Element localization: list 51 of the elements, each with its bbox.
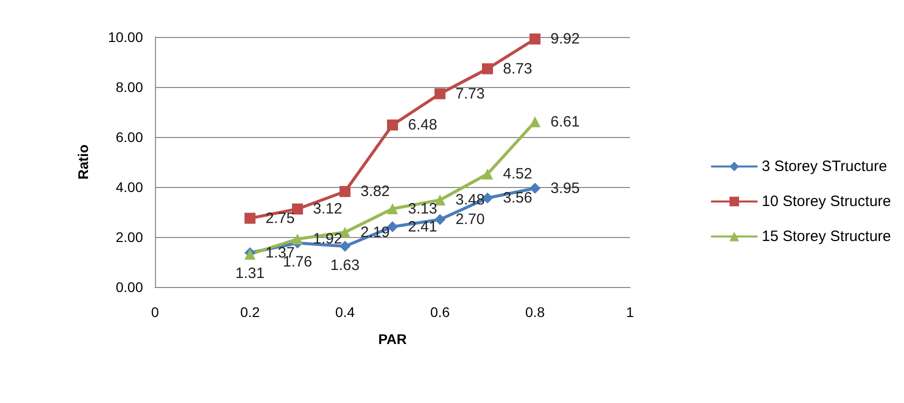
data-label: 6.48 [408, 116, 438, 134]
point [292, 234, 303, 244]
y-tick-label: 6.00 [116, 129, 144, 145]
data-label: 2.41 [408, 218, 438, 236]
point [292, 204, 303, 214]
x-tick-label: 1 [626, 304, 634, 320]
data-label: 4.52 [503, 166, 532, 182]
x-tick-label: 0.4 [335, 304, 355, 320]
data-label: 3.56 [503, 190, 532, 206]
point [482, 63, 493, 74]
x-tick-label: 0.6 [430, 304, 450, 320]
data-label: 3.95 [550, 180, 580, 197]
data-label: 2.70 [456, 211, 485, 228]
y-tick-label: 10.00 [108, 29, 144, 45]
y-tick-label: 0.00 [116, 279, 144, 295]
y-tick-label: 4.00 [116, 179, 144, 195]
x-tick-label: 0.8 [525, 304, 545, 320]
point [530, 34, 540, 44]
point [340, 240, 350, 252]
x-axis-title: PAR [378, 331, 407, 347]
point [434, 88, 446, 100]
data-label: 8.73 [503, 60, 532, 78]
legend-label: 3 Storey STructure [762, 158, 888, 175]
point [434, 214, 446, 225]
point [387, 221, 398, 232]
x-tick-label: 0.2 [240, 304, 260, 320]
data-label: 6.61 [550, 113, 580, 130]
point [530, 182, 540, 194]
legend-label: 10 Storey Structure [762, 193, 892, 210]
point [340, 226, 350, 238]
data-label: 1.63 [330, 256, 360, 274]
data-label: 3.13 [408, 200, 438, 218]
point [387, 120, 398, 130]
y-tick-label: 8.00 [116, 79, 144, 95]
legend-label: 15 Storey Structure [762, 228, 892, 245]
point [434, 194, 446, 206]
data-label: 9.92 [550, 30, 580, 48]
data-label: 3.82 [360, 183, 390, 200]
data-label: 3.12 [313, 200, 342, 218]
y-tick-label: 2.00 [116, 229, 144, 245]
data-label: 7.73 [456, 85, 485, 102]
point [244, 212, 256, 224]
x-tick-label: 0 [151, 304, 160, 320]
data-label: 1.31 [235, 264, 265, 282]
point [340, 186, 350, 197]
point [482, 168, 493, 180]
data-label: 1.92 [313, 230, 342, 248]
data-label: 2.75 [266, 210, 295, 227]
point [387, 203, 398, 214]
point [530, 116, 540, 128]
y-axis-title: Ratio [75, 144, 91, 180]
